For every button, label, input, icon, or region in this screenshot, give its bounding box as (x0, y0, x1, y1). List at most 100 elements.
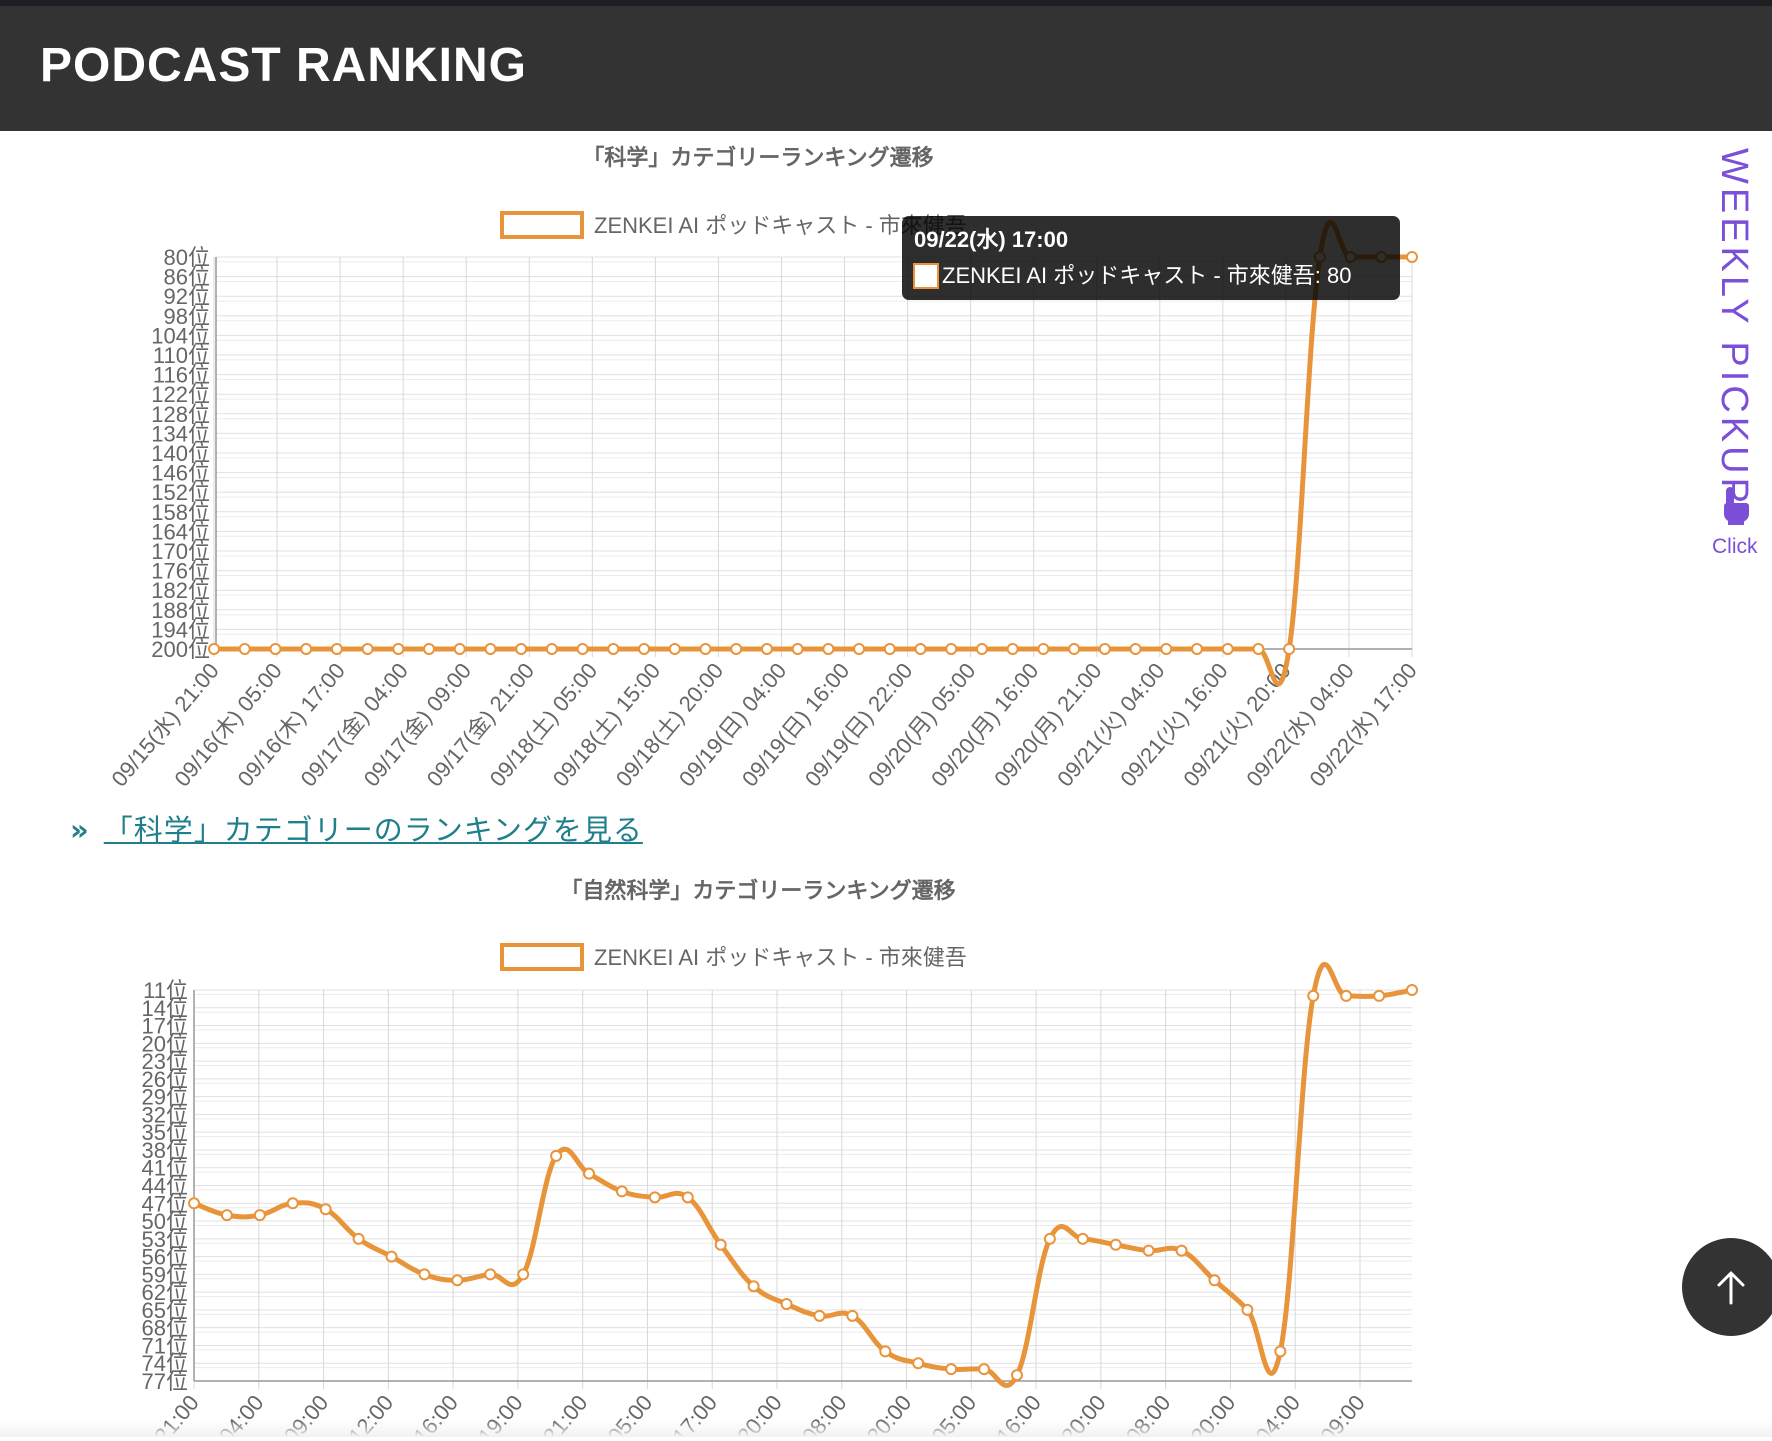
y-tick-label: 194位 (151, 617, 210, 642)
data-point[interactable] (208, 643, 220, 655)
data-point[interactable] (813, 1309, 826, 1322)
scroll-to-top-button[interactable] (1682, 1238, 1772, 1336)
weekly-pickup-tab[interactable]: WEEKLY PICKUP Click (1700, 140, 1770, 560)
chart-tooltip: 09/22(水) 17:00 ZENKEI AI ポッドキャスト - 市來健吾: … (902, 216, 1400, 300)
data-point[interactable] (945, 1363, 958, 1376)
data-point[interactable] (1406, 984, 1418, 996)
data-point[interactable] (879, 1345, 892, 1358)
data-point[interactable] (607, 643, 620, 655)
y-tick-label: 116位 (153, 363, 210, 388)
x-tick-label: 09/15(水) 21:00 (106, 658, 223, 791)
data-point[interactable] (681, 1191, 694, 1204)
data-point[interactable] (1406, 251, 1418, 263)
data-point[interactable] (975, 643, 988, 655)
legend-swatch (500, 943, 584, 971)
data-point[interactable] (517, 1268, 530, 1281)
site-title[interactable]: PODCAST RANKING (40, 39, 528, 92)
data-point[interactable] (883, 643, 896, 655)
data-point[interactable] (978, 1363, 991, 1376)
data-point[interactable] (1307, 989, 1320, 1002)
y-tick-label: 200位 (151, 637, 210, 662)
data-point[interactable] (945, 643, 958, 655)
data-point[interactable] (1142, 1244, 1155, 1257)
data-point[interactable] (1175, 1244, 1188, 1257)
data-point[interactable] (484, 643, 497, 655)
data-point[interactable] (747, 1280, 760, 1293)
data-point[interactable] (484, 1268, 497, 1281)
data-point[interactable] (1274, 1345, 1287, 1358)
data-point[interactable] (330, 643, 343, 655)
y-tick-label: 152位 (151, 480, 210, 505)
data-point[interactable] (914, 643, 927, 655)
tooltip-swatch (913, 263, 939, 289)
y-tick-label: 170位 (151, 539, 210, 564)
data-point[interactable] (1160, 643, 1173, 655)
data-point[interactable] (780, 1297, 793, 1310)
page-bottom-shadow (0, 1420, 1772, 1437)
data-point[interactable] (912, 1357, 925, 1370)
data-point[interactable] (545, 643, 558, 655)
data-point[interactable] (1043, 1232, 1056, 1245)
data-point[interactable] (1076, 1232, 1089, 1245)
y-tick-label: 134位 (151, 421, 210, 446)
data-point[interactable] (453, 643, 466, 655)
y-tick-label: 71位 (142, 1333, 188, 1358)
y-tick-label: 68位 (142, 1316, 188, 1341)
data-point[interactable] (392, 643, 405, 655)
y-tick-label: 92位 (164, 284, 210, 309)
data-point[interactable] (423, 643, 436, 655)
data-point[interactable] (286, 1197, 299, 1210)
data-point[interactable] (418, 1268, 431, 1281)
data-point[interactable] (1098, 643, 1111, 655)
data-point[interactable] (1190, 643, 1203, 655)
y-tick-label: 158位 (151, 500, 210, 525)
data-point[interactable] (1109, 1238, 1122, 1251)
data-point[interactable] (451, 1274, 464, 1287)
y-tick-label: 62位 (142, 1280, 188, 1305)
y-tick-label: 14位 (142, 996, 188, 1021)
data-point[interactable] (791, 643, 804, 655)
data-point[interactable] (576, 643, 589, 655)
data-point[interactable] (550, 1149, 563, 1162)
data-point[interactable] (1010, 1369, 1023, 1382)
data-point[interactable] (361, 643, 374, 655)
data-point[interactable] (1252, 643, 1265, 655)
view-science-ranking-link[interactable]: » 「科学」カテゴリーのランキングを見る (70, 807, 643, 849)
data-point[interactable] (319, 1203, 332, 1216)
data-point[interactable] (1241, 1303, 1254, 1316)
data-point[interactable] (714, 1238, 727, 1251)
data-point[interactable] (220, 1209, 233, 1222)
data-point[interactable] (1283, 643, 1296, 655)
data-point[interactable] (668, 643, 681, 655)
data-point[interactable] (760, 643, 773, 655)
data-point[interactable] (615, 1185, 628, 1198)
data-point[interactable] (846, 1309, 859, 1322)
data-point[interactable] (1221, 643, 1234, 655)
data-point[interactable] (1129, 643, 1142, 655)
data-point[interactable] (238, 643, 251, 655)
data-point[interactable] (1006, 643, 1019, 655)
data-point[interactable] (188, 1197, 200, 1210)
y-tick-label: 41位 (142, 1156, 188, 1181)
data-point[interactable] (352, 1232, 365, 1245)
data-point[interactable] (269, 643, 282, 655)
data-point[interactable] (1340, 989, 1353, 1002)
data-point[interactable] (385, 1250, 398, 1263)
data-point[interactable] (1208, 1274, 1221, 1287)
data-point[interactable] (1068, 643, 1081, 655)
data-point[interactable] (699, 643, 712, 655)
data-point[interactable] (1037, 643, 1050, 655)
data-point[interactable] (822, 643, 835, 655)
data-point[interactable] (253, 1209, 266, 1222)
y-tick-label: 35位 (142, 1120, 188, 1145)
data-point[interactable] (853, 643, 866, 655)
data-point[interactable] (583, 1167, 596, 1180)
data-point[interactable] (730, 643, 743, 655)
data-point[interactable] (648, 1191, 661, 1204)
site-header: PODCAST RANKING (0, 6, 1772, 131)
data-point[interactable] (300, 643, 313, 655)
data-point[interactable] (638, 643, 651, 655)
data-point[interactable] (515, 643, 528, 655)
data-point[interactable] (1373, 989, 1386, 1002)
y-tick-label: 47位 (142, 1191, 188, 1216)
